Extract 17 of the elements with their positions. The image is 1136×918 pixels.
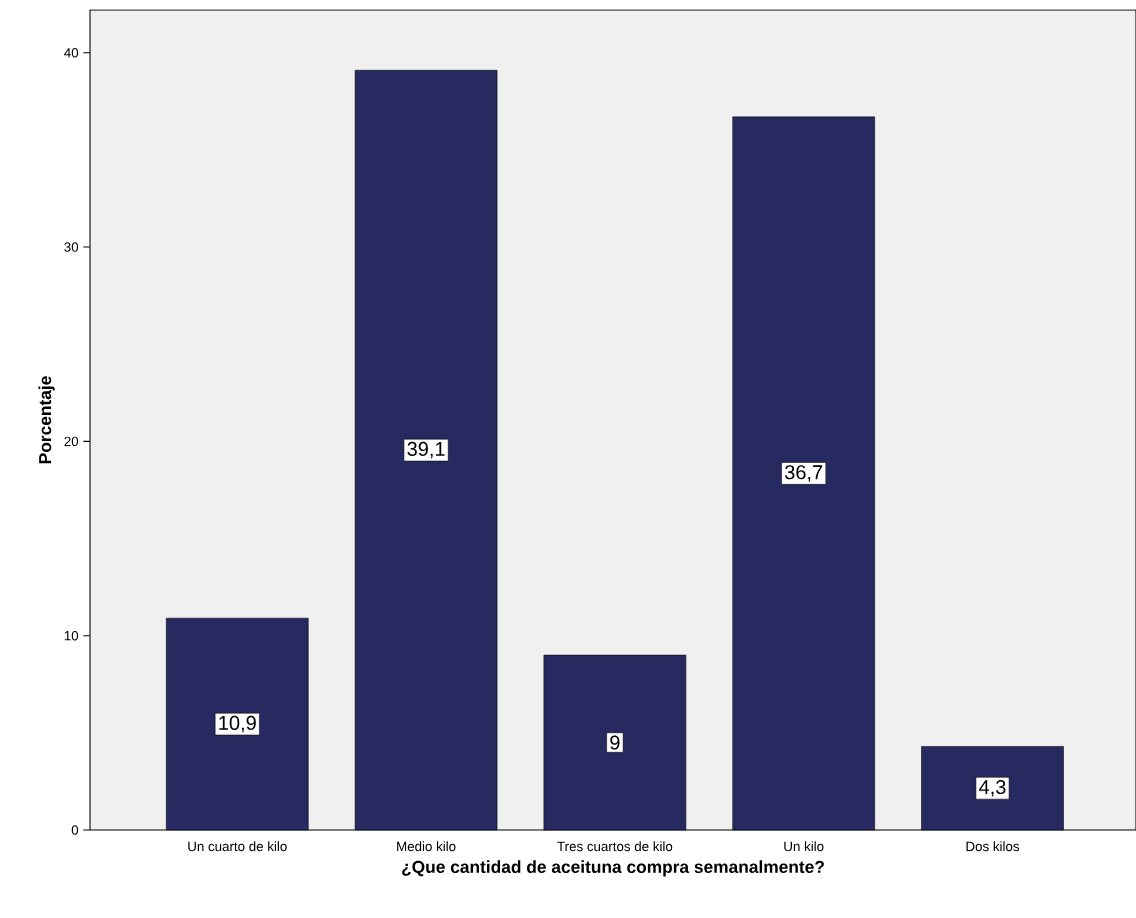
x-tick-label: Medio kilo — [397, 841, 456, 852]
y-tick-label: 30 — [64, 242, 79, 252]
data-label: 10,9 — [219, 715, 256, 733]
x-tick-label: Un cuarto de kilo — [188, 841, 287, 852]
y-tick-label: 0 — [71, 825, 79, 835]
x-tick-label: Un kilo — [784, 841, 824, 852]
data-label: 9 — [610, 735, 620, 750]
y-axis-title: Porcentaje — [38, 376, 55, 464]
x-tick-label: Tres cuartos de kilo — [557, 841, 673, 852]
data-label: 39,1 — [407, 441, 445, 459]
y-tick-label: 40 — [64, 48, 79, 58]
data-label: 4,3 — [979, 779, 1006, 797]
data-label: 36,7 — [784, 465, 823, 482]
y-tick-label: 20 — [64, 436, 79, 447]
x-tick-label: Dos kilos — [966, 841, 1020, 852]
y-tick-label: 10 — [64, 630, 79, 641]
x-axis-title: ¿Que cantidad de aceituna compra semanalmente? — [402, 860, 824, 877]
